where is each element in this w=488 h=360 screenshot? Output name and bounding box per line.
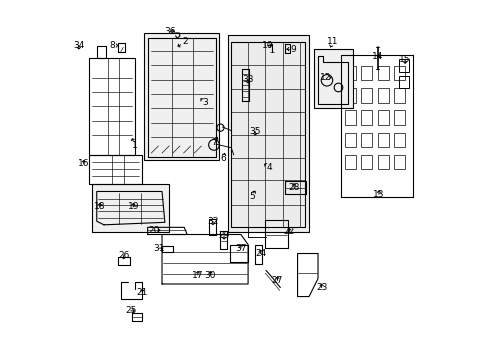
Text: 27: 27 bbox=[271, 276, 283, 285]
Text: 34: 34 bbox=[73, 41, 84, 50]
Text: 10: 10 bbox=[262, 41, 273, 50]
Bar bbox=[394, 88, 405, 103]
Bar bbox=[361, 88, 371, 103]
Text: 33: 33 bbox=[242, 75, 253, 84]
Text: 35: 35 bbox=[249, 127, 261, 136]
Bar bbox=[398, 76, 408, 88]
Text: 17: 17 bbox=[192, 270, 203, 279]
Bar bbox=[377, 88, 388, 103]
Bar bbox=[361, 133, 371, 147]
Bar bbox=[92, 184, 169, 232]
Text: 29: 29 bbox=[218, 231, 229, 240]
Text: 15: 15 bbox=[399, 55, 410, 64]
Bar bbox=[377, 133, 388, 147]
Text: 28: 28 bbox=[288, 183, 299, 192]
Text: 26: 26 bbox=[118, 251, 129, 260]
Text: 1: 1 bbox=[132, 141, 138, 150]
Bar bbox=[361, 66, 371, 80]
Text: 21: 21 bbox=[136, 288, 148, 297]
Text: 30: 30 bbox=[204, 270, 216, 279]
Bar bbox=[344, 155, 355, 169]
Text: 2: 2 bbox=[182, 37, 188, 46]
Bar bbox=[394, 66, 405, 80]
Bar bbox=[394, 155, 405, 169]
Text: 23: 23 bbox=[315, 283, 326, 292]
Bar bbox=[394, 111, 405, 125]
Text: 7: 7 bbox=[211, 138, 217, 147]
Text: 22: 22 bbox=[283, 228, 294, 237]
Bar bbox=[377, 66, 388, 80]
Text: 31: 31 bbox=[153, 244, 165, 253]
Bar bbox=[361, 155, 371, 169]
Text: 24: 24 bbox=[254, 249, 266, 258]
Text: 11: 11 bbox=[326, 37, 337, 46]
Text: 6: 6 bbox=[220, 154, 225, 163]
Bar bbox=[398, 59, 408, 72]
Bar bbox=[377, 111, 388, 125]
Text: 3: 3 bbox=[202, 98, 207, 107]
Text: 9: 9 bbox=[289, 45, 295, 54]
Text: 37: 37 bbox=[235, 244, 246, 253]
Text: 36: 36 bbox=[164, 27, 176, 36]
Bar bbox=[394, 133, 405, 147]
Bar bbox=[344, 66, 355, 80]
Text: 16: 16 bbox=[78, 159, 89, 168]
Text: 14: 14 bbox=[371, 52, 382, 61]
Text: 8: 8 bbox=[109, 41, 115, 50]
Text: 25: 25 bbox=[125, 306, 136, 315]
Text: 4: 4 bbox=[266, 163, 272, 172]
Text: 32: 32 bbox=[207, 217, 218, 226]
Text: 18: 18 bbox=[94, 202, 105, 211]
Bar bbox=[144, 33, 219, 160]
Text: 12: 12 bbox=[319, 73, 330, 82]
Bar bbox=[344, 111, 355, 125]
Bar bbox=[227, 36, 309, 232]
Text: 13: 13 bbox=[372, 190, 384, 199]
Text: 19: 19 bbox=[127, 202, 139, 211]
Bar bbox=[314, 49, 352, 108]
Text: 5: 5 bbox=[248, 192, 254, 201]
Bar bbox=[344, 133, 355, 147]
Bar bbox=[377, 155, 388, 169]
Text: 20: 20 bbox=[148, 226, 160, 235]
Bar bbox=[344, 88, 355, 103]
Bar bbox=[361, 111, 371, 125]
